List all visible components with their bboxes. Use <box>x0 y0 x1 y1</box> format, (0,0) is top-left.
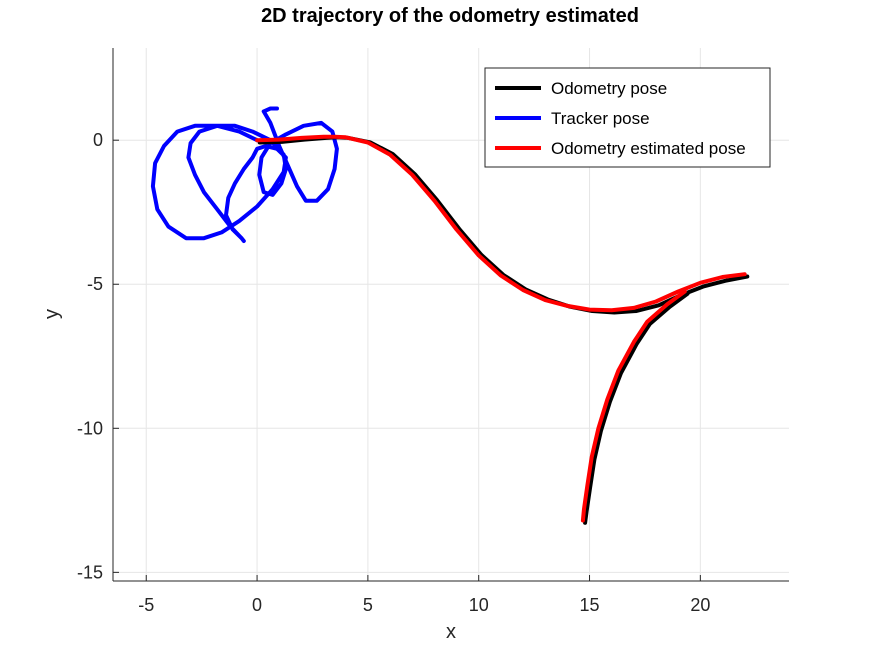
y-tick-label: -5 <box>87 274 103 294</box>
x-axis-title: x <box>446 621 456 643</box>
x-tick-label: 15 <box>580 595 600 615</box>
axes <box>112 48 789 582</box>
x-tick-label: 10 <box>469 595 489 615</box>
legend-label: Odometry estimated pose <box>551 139 746 158</box>
legend-label: Tracker pose <box>551 109 650 128</box>
legend-label: Odometry pose <box>551 79 667 98</box>
x-tick-label: 5 <box>363 595 373 615</box>
x-tick-label: 20 <box>690 595 710 615</box>
x-tick-label: 0 <box>252 595 262 615</box>
odometry-estimated-pose-branch-line <box>580 289 687 523</box>
ticks: -5 0 5 10 15 20 0 -5 -10 -15 <box>77 130 710 615</box>
x-tick-label: -5 <box>138 595 154 615</box>
odometry-pose-branch-line <box>583 291 690 525</box>
tracker-pose-line <box>150 106 339 243</box>
odometry-estimated-pose-line <box>255 134 747 313</box>
series-layer <box>150 106 750 525</box>
y-axis-title: y <box>41 309 63 319</box>
chart-title: 2D trajectory of the odometry estimated <box>261 5 639 27</box>
y-tick-label: 0 <box>93 130 103 150</box>
y-tick-label: -10 <box>77 418 103 438</box>
y-tick-label: -15 <box>77 562 103 582</box>
legend: Odometry pose Tracker pose Odometry estima… <box>484 67 771 168</box>
